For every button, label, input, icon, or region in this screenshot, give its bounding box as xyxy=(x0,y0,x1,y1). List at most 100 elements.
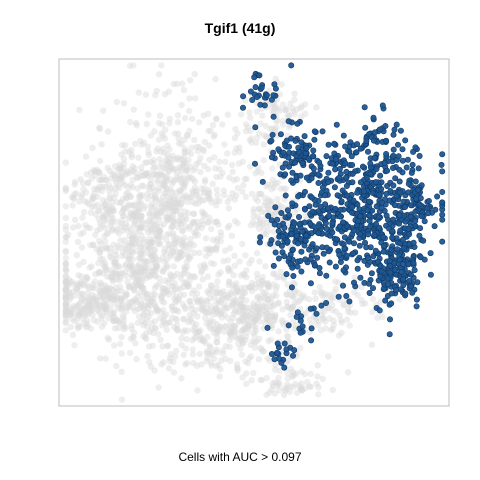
background-cell-point xyxy=(138,232,145,239)
background-cell-point xyxy=(301,110,309,117)
background-cell-point xyxy=(271,390,278,397)
background-cell-point xyxy=(255,130,263,137)
background-cell-point xyxy=(171,203,179,210)
background-cell-point xyxy=(195,328,202,335)
background-cell-point xyxy=(77,299,84,306)
background-cell-point xyxy=(206,249,214,257)
background-cell-point xyxy=(97,240,105,248)
background-cell-point xyxy=(173,155,180,163)
background-cell-point xyxy=(133,279,140,286)
background-cell-point xyxy=(170,230,177,237)
background-cell-point xyxy=(184,194,191,201)
background-cell-point xyxy=(156,315,164,322)
background-cell-point xyxy=(126,254,133,261)
background-cell-point xyxy=(62,233,70,240)
background-cell-point xyxy=(140,182,147,190)
positive-cell-point xyxy=(410,239,417,246)
background-cell-point xyxy=(213,290,221,297)
background-cell-point xyxy=(148,297,156,304)
background-cell-point xyxy=(239,374,246,381)
background-cell-point xyxy=(277,268,284,275)
background-cell-point xyxy=(163,189,170,196)
positive-cell-point xyxy=(339,282,346,289)
background-cell-point xyxy=(181,175,188,182)
background-cell-point xyxy=(128,241,135,248)
background-cell-point xyxy=(139,255,146,263)
positive-cell-point xyxy=(295,149,302,156)
positive-cell-point xyxy=(306,203,313,210)
background-cell-point xyxy=(118,287,125,294)
background-cell-point xyxy=(232,217,239,225)
background-cell-point xyxy=(263,311,271,318)
background-cell-point xyxy=(170,217,177,224)
background-cell-point xyxy=(95,301,102,309)
background-cell-point xyxy=(166,214,173,221)
background-cell-point xyxy=(62,273,69,280)
background-cell-point xyxy=(80,258,87,266)
background-cell-point xyxy=(173,200,180,207)
positive-cell-point xyxy=(412,178,419,185)
background-cell-point xyxy=(264,292,271,299)
background-cell-point xyxy=(183,360,191,367)
background-cell-point xyxy=(86,302,94,309)
positive-cell-point xyxy=(386,316,393,323)
positive-cell-point xyxy=(354,257,361,264)
background-cell-point xyxy=(201,162,208,170)
background-cell-point xyxy=(212,306,219,313)
background-cell-point xyxy=(325,353,332,360)
background-cell-point xyxy=(136,227,143,235)
background-cell-point xyxy=(153,170,161,178)
background-cell-point xyxy=(204,273,211,280)
positive-cell-point xyxy=(275,146,282,153)
background-cell-point xyxy=(300,292,307,299)
background-cell-point xyxy=(89,193,96,200)
background-cell-point xyxy=(219,295,226,302)
background-cell-point xyxy=(167,351,175,358)
background-cell-point xyxy=(155,187,162,195)
positive-cell-point xyxy=(381,159,388,166)
background-cell-point xyxy=(66,296,73,304)
background-cell-point xyxy=(148,206,155,213)
positive-cell-point xyxy=(303,174,310,181)
background-cell-point xyxy=(190,310,197,317)
background-cell-point xyxy=(290,371,298,378)
background-cell-point xyxy=(98,323,106,330)
background-cell-point xyxy=(168,224,175,232)
background-cell-point xyxy=(152,230,159,238)
background-cell-point xyxy=(140,205,147,212)
background-cell-point xyxy=(191,71,198,78)
background-cell-point xyxy=(213,309,220,316)
background-cell-point xyxy=(127,299,134,306)
background-cell-point xyxy=(175,295,182,302)
background-cell-point xyxy=(173,80,181,88)
background-cell-point xyxy=(119,195,127,203)
background-cell-point xyxy=(104,245,111,252)
background-cell-point xyxy=(144,190,151,198)
background-cell-point xyxy=(187,253,194,260)
background-cell-point xyxy=(192,295,199,302)
background-cell-point xyxy=(269,313,277,320)
background-cell-point xyxy=(146,209,153,217)
background-cell-point xyxy=(286,388,294,395)
positive-cell-point xyxy=(367,160,374,167)
background-cell-point xyxy=(169,152,176,159)
background-cell-point xyxy=(134,269,141,276)
background-cell-point xyxy=(226,343,233,350)
background-cell-point xyxy=(94,201,101,209)
positive-cell-point xyxy=(404,156,411,163)
background-cell-point xyxy=(110,342,118,349)
background-cell-point xyxy=(154,307,161,314)
background-cell-point xyxy=(239,340,247,347)
background-cell-point xyxy=(123,304,131,311)
positive-cell-point xyxy=(313,245,320,252)
background-cell-point xyxy=(101,259,109,267)
background-cell-point xyxy=(159,289,167,296)
background-cell-point xyxy=(166,146,173,153)
background-cell-point xyxy=(149,252,156,260)
background-cell-point xyxy=(203,253,210,260)
positive-cell-point xyxy=(302,256,309,263)
background-cell-point xyxy=(103,267,110,274)
background-cell-point xyxy=(111,269,119,276)
background-cell-point xyxy=(206,343,213,350)
background-cell-point xyxy=(134,293,142,300)
